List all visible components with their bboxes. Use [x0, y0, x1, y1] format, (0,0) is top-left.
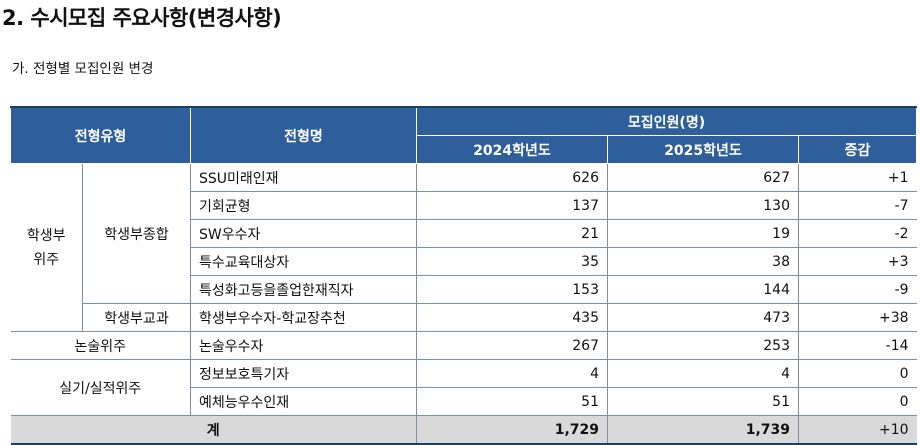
row-2024: 21	[416, 219, 608, 248]
header-2025: 2025학년도	[607, 135, 799, 164]
row-name: 논술우수자	[190, 331, 417, 360]
row-2025: 51	[607, 387, 799, 416]
row-2024: 4	[416, 359, 608, 388]
row-2024: 51	[416, 387, 608, 416]
total-row: 계 1,729 1,739 +10	[10, 415, 917, 445]
group-label-line1: 학생부	[26, 227, 66, 244]
table-row: 특성화고등을졸업한재직자 153 144 -9	[11, 275, 917, 304]
row-diff: +3	[797, 247, 917, 276]
row-name: 학생부우수자-학교장추천	[190, 303, 417, 332]
row-diff: +38	[797, 303, 917, 332]
table-row: 특수교육대상자 35 38 +3	[11, 247, 917, 276]
row-name: 특수교육대상자	[190, 247, 417, 276]
total-diff: +10	[797, 415, 917, 445]
table-row: 예체능우수인재 51 51 0	[11, 387, 917, 416]
group-label-line2: 위주	[33, 251, 60, 268]
group-student-record: 학생부 위주	[10, 163, 83, 332]
row-2024: 267	[416, 331, 608, 360]
row-2025: 144	[607, 275, 799, 304]
table-row: 논술위주 논술우수자 267 253 -14	[10, 331, 917, 360]
section-subtitle: 가. 전형별 모집인원 변경	[12, 61, 154, 77]
row-diff: 0	[797, 387, 917, 416]
row-diff: 0	[797, 359, 917, 388]
row-2024: 153	[416, 275, 608, 304]
row-2024: 435	[416, 303, 608, 332]
table-row: 학생부교과 학생부우수자-학교장추천 435 473 +38	[11, 303, 917, 332]
row-diff: -14	[797, 331, 917, 360]
header-2024: 2024학년도	[416, 135, 608, 164]
table-header: 전형유형 전형명 모집인원(명) 2024학년도 2025학년도 증감	[10, 106, 918, 164]
subgroup-subject: 학생부교과	[82, 303, 191, 332]
row-2025: 19	[607, 219, 799, 248]
row-diff: -7	[797, 191, 917, 220]
row-2025: 38	[607, 247, 799, 276]
row-name: 정보보호특기자	[190, 359, 417, 388]
total-label: 계	[10, 415, 417, 445]
header-name: 전형명	[190, 106, 417, 164]
total-2024: 1,729	[416, 415, 608, 445]
row-name: 기회균형	[190, 191, 417, 220]
row-2025: 627	[607, 163, 799, 192]
header-type: 전형유형	[10, 106, 191, 164]
header-recruit: 모집인원(명)	[415, 106, 918, 136]
row-diff: -2	[797, 219, 917, 248]
table-row: 학생부 위주 학생부종합 SSU미래인재 626 627 +1	[10, 163, 917, 332]
group-essay: 논술위주	[10, 331, 191, 360]
row-2024: 626	[416, 163, 608, 192]
row-diff: -9	[797, 275, 917, 304]
row-2025: 130	[607, 191, 799, 220]
total-2025: 1,739	[607, 415, 799, 445]
row-2025: 4	[607, 359, 799, 388]
table-row: SW우수자 21 19 -2	[11, 219, 917, 248]
row-2025: 253	[607, 331, 799, 360]
row-name: 특성화고등을졸업한재직자	[190, 275, 417, 304]
row-2024: 137	[416, 191, 608, 220]
page-title: 2. 수시모집 주요사항(변경사항)	[2, 6, 282, 30]
row-name: SSU미래인재	[190, 163, 417, 192]
group-practical: 실기/실적위주	[10, 359, 191, 416]
row-name: SW우수자	[190, 219, 417, 248]
subgroup-comprehensive: 학생부종합	[82, 163, 191, 304]
row-diff: +1	[797, 163, 917, 192]
table-row: 실기/실적위주 정보보호특기자 4 4 0	[10, 359, 917, 416]
row-2024: 35	[416, 247, 608, 276]
row-name: 예체능우수인재	[190, 387, 417, 416]
header-diff: 증감	[797, 135, 918, 164]
recruitment-table: 전형유형 전형명 모집인원(명) 2024학년도 2025학년도 증감 학생부 …	[10, 106, 918, 445]
row-2025: 473	[607, 303, 799, 332]
